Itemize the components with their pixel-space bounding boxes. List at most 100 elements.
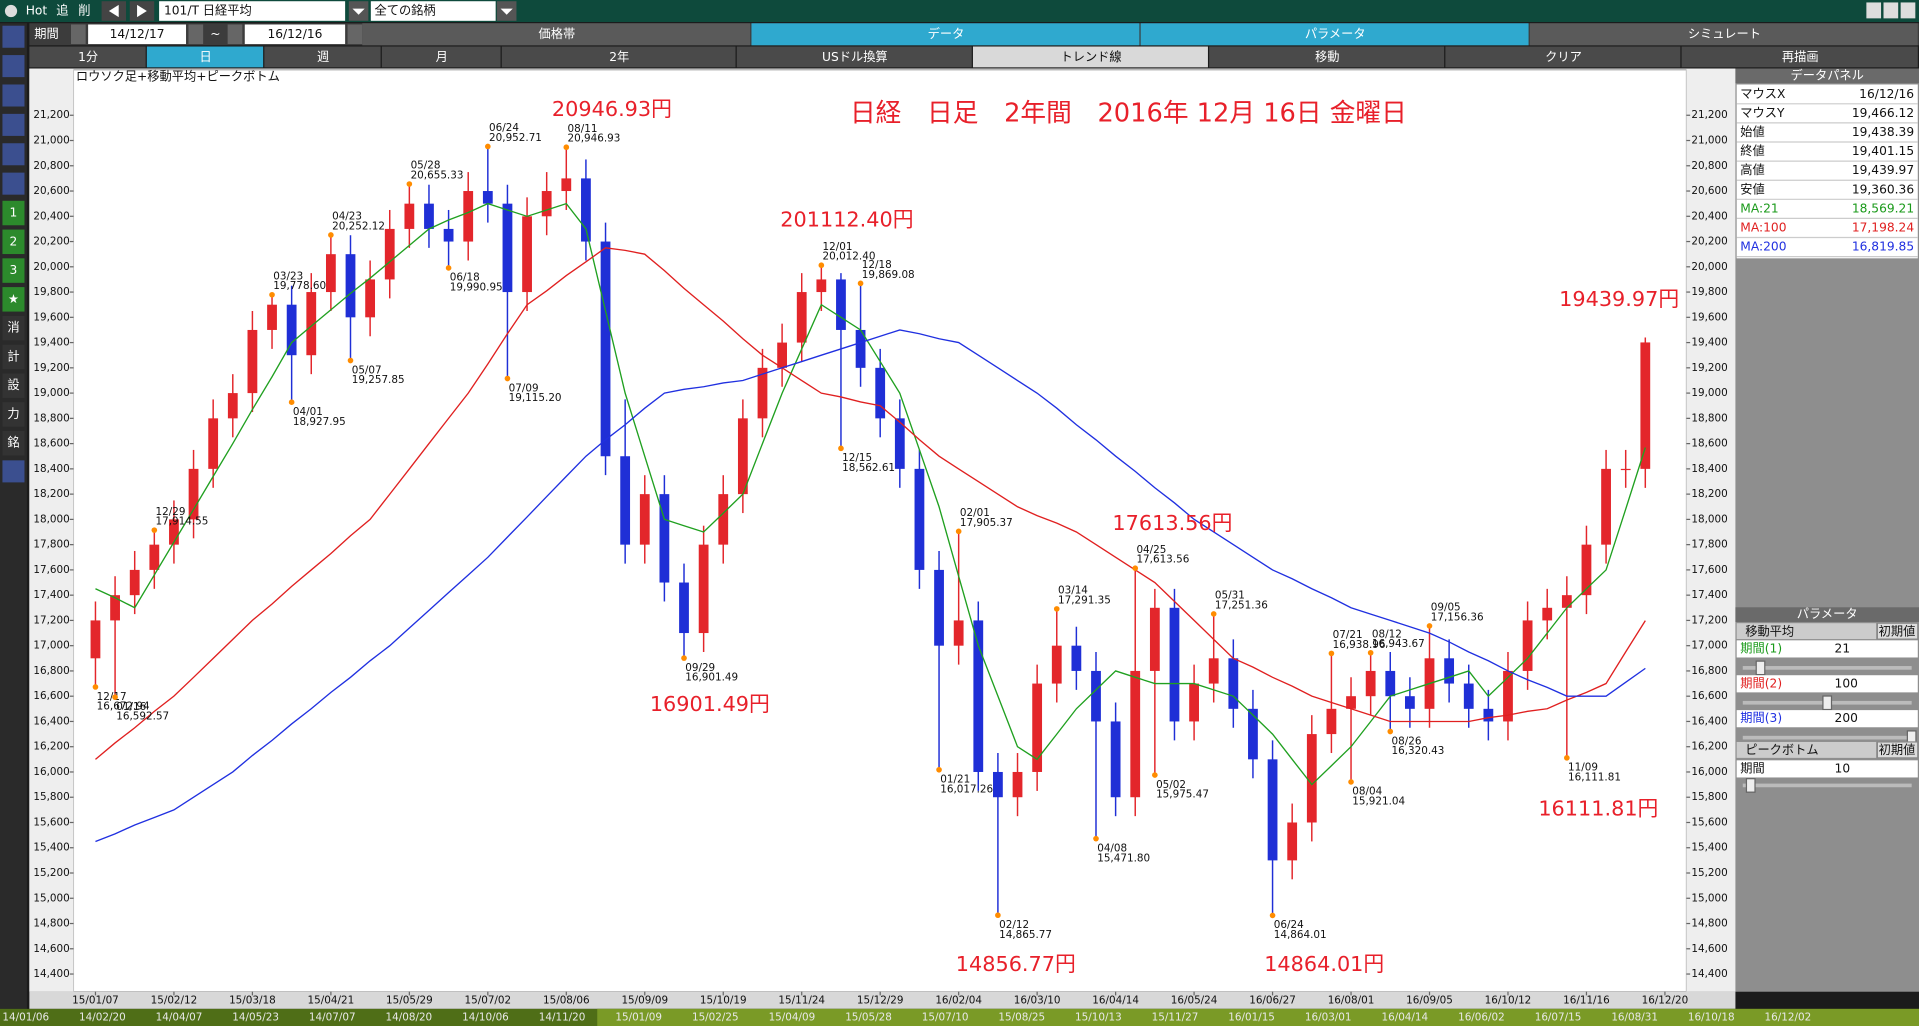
peak-dot [857, 280, 864, 287]
peak-date: 04/08 [1097, 842, 1127, 854]
symbol-text: 101/T 日経平均 [164, 4, 252, 18]
peak-value: 18,562.61 [842, 462, 895, 474]
y-tick-label: 14,400 [33, 968, 69, 980]
data-label: 安値 [1740, 181, 1764, 196]
candle-body [1601, 468, 1611, 545]
universe-text: 全ての銘柄 [374, 3, 435, 18]
to-text: 16/12/16 [267, 27, 322, 41]
toolbar-button[interactable] [1445, 46, 1681, 68]
param-value[interactable]: 200 [1835, 711, 1858, 725]
tool-icon[interactable] [2, 84, 25, 107]
tool-icon[interactable] [2, 25, 25, 48]
slider-track [1742, 735, 1912, 740]
peak-date: 11/09 [1568, 762, 1598, 774]
scrollbar-thumb[interactable] [597, 1008, 1919, 1026]
delete-button[interactable]: 削 [78, 4, 90, 18]
toolbar-button[interactable] [1681, 46, 1918, 68]
universe-select[interactable] [370, 1, 496, 21]
candle-body [424, 203, 434, 229]
y-tick-label: 20,600 [33, 185, 69, 197]
annotation: 17613.56円 [1112, 511, 1232, 535]
pb-value[interactable]: 10 [1835, 761, 1851, 775]
peak-date: 04/23 [332, 211, 362, 223]
side-button[interactable] [2, 373, 25, 398]
toolbar-button[interactable] [29, 46, 146, 68]
candle-body [1385, 670, 1396, 697]
ma-header [1736, 623, 1877, 640]
peak-date: 05/28 [411, 160, 441, 172]
side-button-label: 計 [7, 348, 19, 363]
scrollbar-date: 14/11/20 [539, 1011, 586, 1023]
settings-icon[interactable] [2, 460, 25, 483]
tab[interactable] [1140, 23, 1529, 46]
peak-value: 17,905.37 [960, 517, 1013, 529]
side-button[interactable] [2, 287, 25, 312]
from-next[interactable] [188, 24, 204, 45]
minimize-button[interactable] [1866, 2, 1882, 19]
y2-tick-label: 15,000 [1691, 892, 1727, 904]
y2-tick-label: 20,200 [1691, 236, 1727, 248]
tab[interactable] [1529, 23, 1918, 46]
side-button[interactable] [2, 258, 25, 283]
add-button[interactable]: 追 [56, 3, 68, 18]
to-input[interactable] [244, 24, 346, 45]
side-button[interactable] [2, 200, 25, 226]
toolbar-button-label: 月 [436, 50, 448, 64]
pb-reset[interactable] [1876, 741, 1919, 759]
toolbar-button[interactable] [146, 46, 264, 68]
to-prev[interactable] [227, 24, 243, 45]
maximize-button[interactable] [1883, 2, 1899, 19]
side-button[interactable] [2, 315, 25, 341]
toolbar-button-label: 1分 [78, 50, 98, 64]
candle-body [522, 216, 532, 293]
peak-date: 08/04 [1352, 786, 1382, 798]
tool-icon[interactable] [2, 55, 25, 78]
y2-tick-label: 18,800 [1691, 412, 1727, 424]
side-button[interactable] [2, 430, 25, 456]
close-button[interactable] [1900, 2, 1916, 19]
side-button[interactable] [2, 344, 25, 370]
toolbar-button[interactable] [264, 46, 381, 68]
tool-icon[interactable] [2, 143, 25, 166]
slider-thumb[interactable] [1755, 660, 1766, 676]
side-button[interactable] [2, 229, 25, 255]
dropdown-icon [352, 8, 365, 15]
hot-button[interactable]: Hot [26, 4, 48, 18]
tool-icon[interactable] [2, 113, 25, 136]
pb-slider-thumb[interactable] [1745, 778, 1756, 793]
symbol-input[interactable] [159, 1, 346, 21]
x-tick-label: 16/09/05 [1406, 994, 1453, 1006]
param-value[interactable]: 100 [1835, 676, 1858, 690]
x-tick-label: 15/11/24 [778, 994, 825, 1006]
to-next[interactable] [347, 24, 363, 45]
ma-reset[interactable] [1876, 622, 1919, 640]
param-row [1736, 710, 1918, 728]
side-button[interactable] [2, 402, 25, 427]
tab[interactable] [751, 23, 1140, 46]
slider-thumb[interactable] [1822, 695, 1833, 711]
toolbar-button[interactable] [1209, 46, 1445, 68]
toolbar-button[interactable] [736, 46, 972, 68]
candle-body [1149, 607, 1160, 671]
y-tick-label: 16,000 [33, 766, 69, 778]
side-button-label: 力 [7, 407, 19, 421]
candle-body [1169, 607, 1180, 722]
y2-tick-label: 21,200 [1691, 109, 1727, 121]
toolbar-button[interactable] [381, 46, 501, 68]
toolbar-button[interactable] [972, 46, 1208, 68]
tool-icon[interactable] [2, 172, 25, 195]
candle-body [247, 329, 258, 394]
y-tick-label: 19,400 [33, 337, 69, 349]
from-input[interactable] [88, 24, 187, 45]
from-prev[interactable] [70, 24, 86, 45]
candle-body [1287, 822, 1298, 861]
y-tick-label: 18,600 [33, 438, 69, 450]
toolbar-button[interactable] [501, 46, 736, 68]
scrollbar-date: 16/07/15 [1535, 1011, 1582, 1023]
x-tick-label: 16/10/12 [1485, 994, 1532, 1006]
scrollbar-date: 16/04/14 [1381, 1011, 1428, 1023]
tab[interactable] [362, 23, 751, 46]
param-value[interactable]: 21 [1835, 641, 1851, 655]
prev-icon [108, 4, 119, 18]
